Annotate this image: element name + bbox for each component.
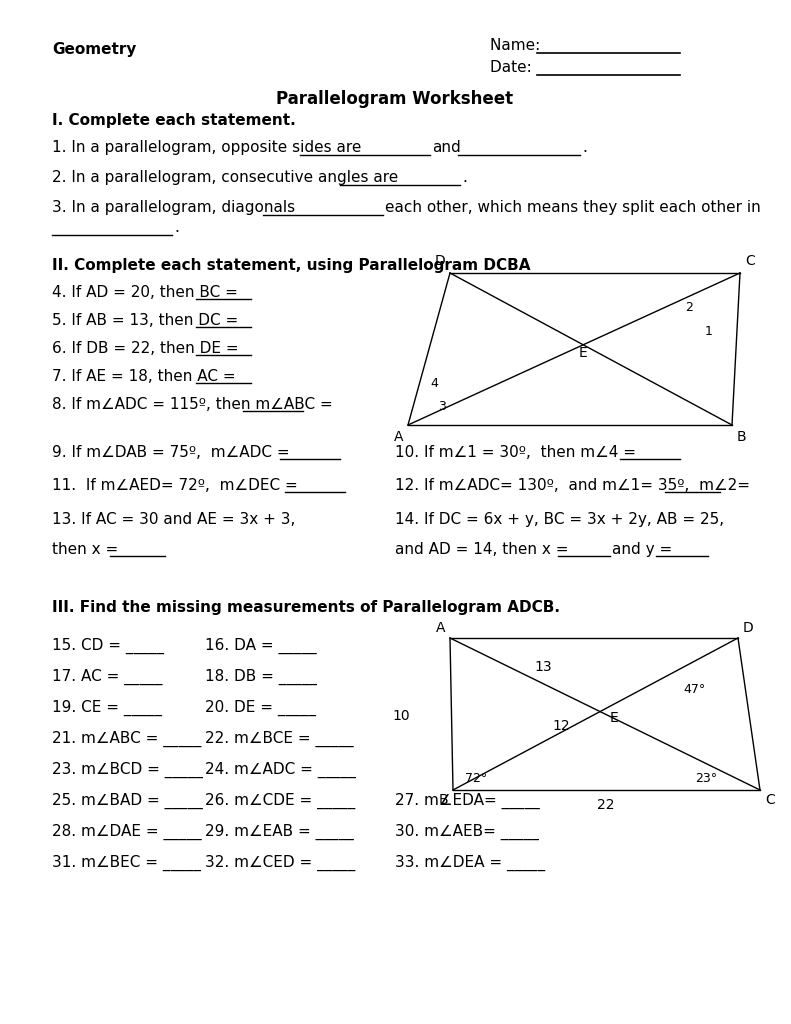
Text: 9. If m∠DAB = 75º,  m∠ADC =: 9. If m∠DAB = 75º, m∠ADC = [52,445,290,460]
Text: 11.  If m∠AED= 72º,  m∠DEC =: 11. If m∠AED= 72º, m∠DEC = [52,478,297,493]
Text: 2: 2 [685,301,693,314]
Text: A: A [436,621,445,635]
Text: D: D [434,254,445,268]
Text: 31. m∠BEC = _____: 31. m∠BEC = _____ [52,855,201,871]
Text: C: C [745,254,755,268]
Text: .: . [174,220,179,234]
Text: 4: 4 [430,377,438,390]
Text: 30. m∠AEB= _____: 30. m∠AEB= _____ [395,824,539,841]
Text: E: E [610,711,619,725]
Text: 22. m∠BCE = _____: 22. m∠BCE = _____ [205,731,354,748]
Text: then x =: then x = [52,542,118,557]
Text: 47°: 47° [683,683,706,696]
Text: A: A [393,430,403,444]
Text: 19. CE = _____: 19. CE = _____ [52,700,162,716]
Text: D: D [743,621,754,635]
Text: 28. m∠DAE = _____: 28. m∠DAE = _____ [52,824,202,841]
Text: Geometry: Geometry [52,42,136,57]
Text: Date:: Date: [490,60,542,75]
Text: 20. DE = _____: 20. DE = _____ [205,700,316,716]
Text: 14. If DC = 6x + y, BC = 3x + 2y, AB = 25,: 14. If DC = 6x + y, BC = 3x + 2y, AB = 2… [395,512,724,527]
Text: 16. DA = _____: 16. DA = _____ [205,638,316,654]
Text: 25. m∠BAD = _____: 25. m∠BAD = _____ [52,793,202,809]
Text: 2. In a parallelogram, consecutive angles are: 2. In a parallelogram, consecutive angle… [52,170,398,185]
Text: 1. In a parallelogram, opposite sides are: 1. In a parallelogram, opposite sides ar… [52,140,361,155]
Text: 3: 3 [438,400,446,413]
Text: 8. If m∠ADC = 115º, then m∠ABC =: 8. If m∠ADC = 115º, then m∠ABC = [52,397,333,412]
Text: 12. If m∠ADC= 130º,  and m∠1= 35º,  m∠2=: 12. If m∠ADC= 130º, and m∠1= 35º, m∠2= [395,478,750,493]
Text: 1: 1 [705,325,713,338]
Text: each other, which means they split each other in: each other, which means they split each … [385,200,761,215]
Text: B: B [737,430,747,444]
Text: 72°: 72° [465,772,487,785]
Text: 15. CD = _____: 15. CD = _____ [52,638,164,654]
Text: 5. If AB = 13, then DC =: 5. If AB = 13, then DC = [52,313,238,328]
Text: 32. m∠CED = _____: 32. m∠CED = _____ [205,855,355,871]
Text: and: and [432,140,460,155]
Text: 29. m∠EAB = _____: 29. m∠EAB = _____ [205,824,354,841]
Text: 23°: 23° [695,772,717,785]
Text: 10. If m∠1 = 30º,  then m∠4 =: 10. If m∠1 = 30º, then m∠4 = [395,445,636,460]
Text: 22: 22 [597,798,615,812]
Text: E: E [579,346,588,360]
Text: III. Find the missing measurements of Parallelogram ADCB.: III. Find the missing measurements of Pa… [52,600,560,615]
Text: Parallelogram Worksheet: Parallelogram Worksheet [276,90,513,108]
Text: 33. m∠DEA = _____: 33. m∠DEA = _____ [395,855,545,871]
Text: .: . [582,140,587,155]
Text: 26. m∠CDE = _____: 26. m∠CDE = _____ [205,793,355,809]
Text: II. Complete each statement, using Parallelogram DCBA: II. Complete each statement, using Paral… [52,258,531,273]
Text: 6. If DB = 22, then DE =: 6. If DB = 22, then DE = [52,341,239,356]
Text: 23. m∠BCD = _____: 23. m∠BCD = _____ [52,762,202,778]
Text: 7. If AE = 18, then AC =: 7. If AE = 18, then AC = [52,369,236,384]
Text: C: C [765,793,774,807]
Text: and AD = 14, then x =: and AD = 14, then x = [395,542,569,557]
Text: 12: 12 [552,719,570,733]
Text: and y =: and y = [612,542,672,557]
Text: 17. AC = _____: 17. AC = _____ [52,669,162,685]
Text: 18. DB = _____: 18. DB = _____ [205,669,317,685]
Text: 24. m∠ADC = _____: 24. m∠ADC = _____ [205,762,356,778]
Text: B: B [438,793,448,807]
Text: 13. If AC = 30 and AE = 3x + 3,: 13. If AC = 30 and AE = 3x + 3, [52,512,295,527]
Text: Name:: Name: [490,38,545,53]
Text: 13: 13 [534,660,551,674]
Text: 10: 10 [392,709,410,723]
Text: 3. In a parallelogram, diagonals: 3. In a parallelogram, diagonals [52,200,295,215]
Text: 21. m∠ABC = _____: 21. m∠ABC = _____ [52,731,202,748]
Text: 4. If AD = 20, then BC =: 4. If AD = 20, then BC = [52,285,238,300]
Text: .: . [462,170,467,185]
Text: I. Complete each statement.: I. Complete each statement. [52,113,296,128]
Text: 27. m∠EDA= _____: 27. m∠EDA= _____ [395,793,539,809]
